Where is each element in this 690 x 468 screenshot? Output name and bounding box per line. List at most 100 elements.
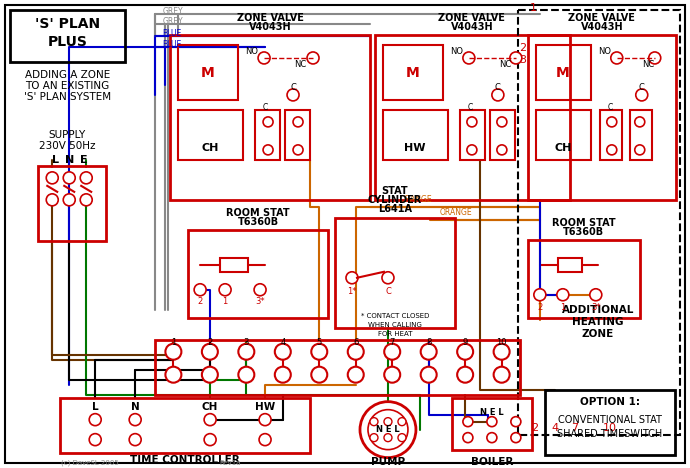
Circle shape	[311, 344, 327, 360]
Bar	[558, 258, 582, 272]
Text: NO: NO	[246, 47, 259, 57]
Text: CH: CH	[202, 402, 218, 412]
Circle shape	[382, 272, 394, 284]
Text: 1: 1	[170, 338, 176, 347]
Text: C: C	[607, 103, 613, 112]
Text: ZONE VALVE: ZONE VALVE	[237, 13, 304, 23]
Circle shape	[457, 344, 473, 360]
Circle shape	[511, 432, 521, 443]
Circle shape	[492, 89, 504, 101]
Circle shape	[202, 367, 218, 383]
Circle shape	[511, 417, 521, 427]
Bar	[188, 230, 328, 318]
Text: C: C	[290, 83, 296, 92]
Bar	[383, 110, 448, 160]
Text: ADDITIONAL: ADDITIONAL	[562, 305, 634, 315]
Circle shape	[467, 145, 477, 155]
Text: NC: NC	[499, 60, 511, 69]
Text: PLUS: PLUS	[48, 35, 87, 49]
Text: STAT: STAT	[382, 186, 408, 196]
Bar	[285, 110, 310, 160]
Bar	[383, 45, 443, 100]
Text: 2: 2	[207, 338, 213, 347]
Text: M: M	[201, 66, 215, 80]
Text: 7: 7	[390, 338, 395, 347]
Text: N E L: N E L	[376, 425, 400, 434]
Text: BLUE: BLUE	[162, 29, 181, 38]
Bar	[528, 35, 676, 200]
Bar	[452, 398, 532, 450]
Bar	[460, 110, 485, 160]
Bar	[630, 110, 652, 160]
Circle shape	[467, 117, 477, 127]
Text: 3*: 3*	[255, 297, 265, 306]
Circle shape	[607, 117, 617, 127]
Circle shape	[238, 344, 255, 360]
Bar	[60, 398, 310, 453]
Text: 10: 10	[496, 338, 507, 347]
Text: E: E	[81, 155, 88, 165]
Circle shape	[370, 417, 378, 426]
Text: V4043H: V4043H	[451, 22, 493, 32]
Circle shape	[259, 434, 271, 446]
Bar	[220, 258, 248, 272]
Circle shape	[384, 344, 400, 360]
Circle shape	[360, 402, 416, 458]
Text: NO: NO	[598, 47, 611, 57]
Circle shape	[259, 414, 271, 426]
Circle shape	[487, 432, 497, 443]
Text: 1*: 1*	[347, 287, 357, 296]
Text: ROOM STAT: ROOM STAT	[226, 208, 290, 218]
Text: HW: HW	[404, 143, 426, 153]
Text: (c) DaveSL 2005: (c) DaveSL 2005	[61, 460, 119, 466]
Text: NO: NO	[451, 47, 464, 57]
Text: 3: 3	[520, 55, 526, 65]
Circle shape	[166, 344, 181, 360]
Circle shape	[348, 344, 364, 360]
Text: L: L	[52, 155, 59, 165]
Circle shape	[534, 289, 546, 301]
Circle shape	[421, 367, 437, 383]
Text: 5: 5	[317, 338, 322, 347]
Text: 9: 9	[462, 338, 468, 347]
Text: L: L	[92, 402, 99, 412]
Text: M: M	[556, 66, 570, 80]
Text: TIME CONTROLLER: TIME CONTROLLER	[130, 454, 240, 465]
Text: GREY: GREY	[162, 7, 183, 16]
Circle shape	[63, 172, 75, 184]
Bar	[545, 390, 675, 454]
Circle shape	[287, 89, 299, 101]
Circle shape	[398, 434, 406, 442]
Circle shape	[46, 194, 58, 206]
Circle shape	[46, 172, 58, 184]
Text: FOR HEAT: FOR HEAT	[377, 331, 412, 337]
Bar	[335, 218, 455, 328]
Bar	[536, 110, 591, 160]
Text: 4: 4	[280, 338, 286, 347]
Text: CYLINDER: CYLINDER	[368, 195, 422, 205]
Text: L641A: L641A	[378, 204, 412, 214]
Text: C: C	[467, 103, 473, 112]
Circle shape	[398, 417, 406, 426]
Circle shape	[166, 367, 181, 383]
Circle shape	[384, 417, 392, 426]
Bar	[490, 110, 515, 160]
Circle shape	[370, 434, 378, 442]
Circle shape	[129, 414, 141, 426]
Text: C: C	[495, 83, 501, 92]
Circle shape	[89, 414, 101, 426]
Circle shape	[258, 52, 270, 64]
Text: WHEN CALLING: WHEN CALLING	[368, 322, 422, 328]
Text: NC: NC	[294, 60, 306, 69]
Circle shape	[493, 367, 510, 383]
Circle shape	[254, 284, 266, 296]
Circle shape	[204, 434, 216, 446]
Circle shape	[293, 145, 303, 155]
Circle shape	[649, 52, 661, 64]
Text: 3*: 3*	[591, 303, 600, 312]
Circle shape	[384, 434, 392, 442]
Text: ROOM STAT: ROOM STAT	[552, 218, 615, 228]
Text: * CONTACT CLOSED: * CONTACT CLOSED	[361, 313, 429, 319]
Text: ZONE: ZONE	[582, 329, 614, 339]
Circle shape	[293, 117, 303, 127]
